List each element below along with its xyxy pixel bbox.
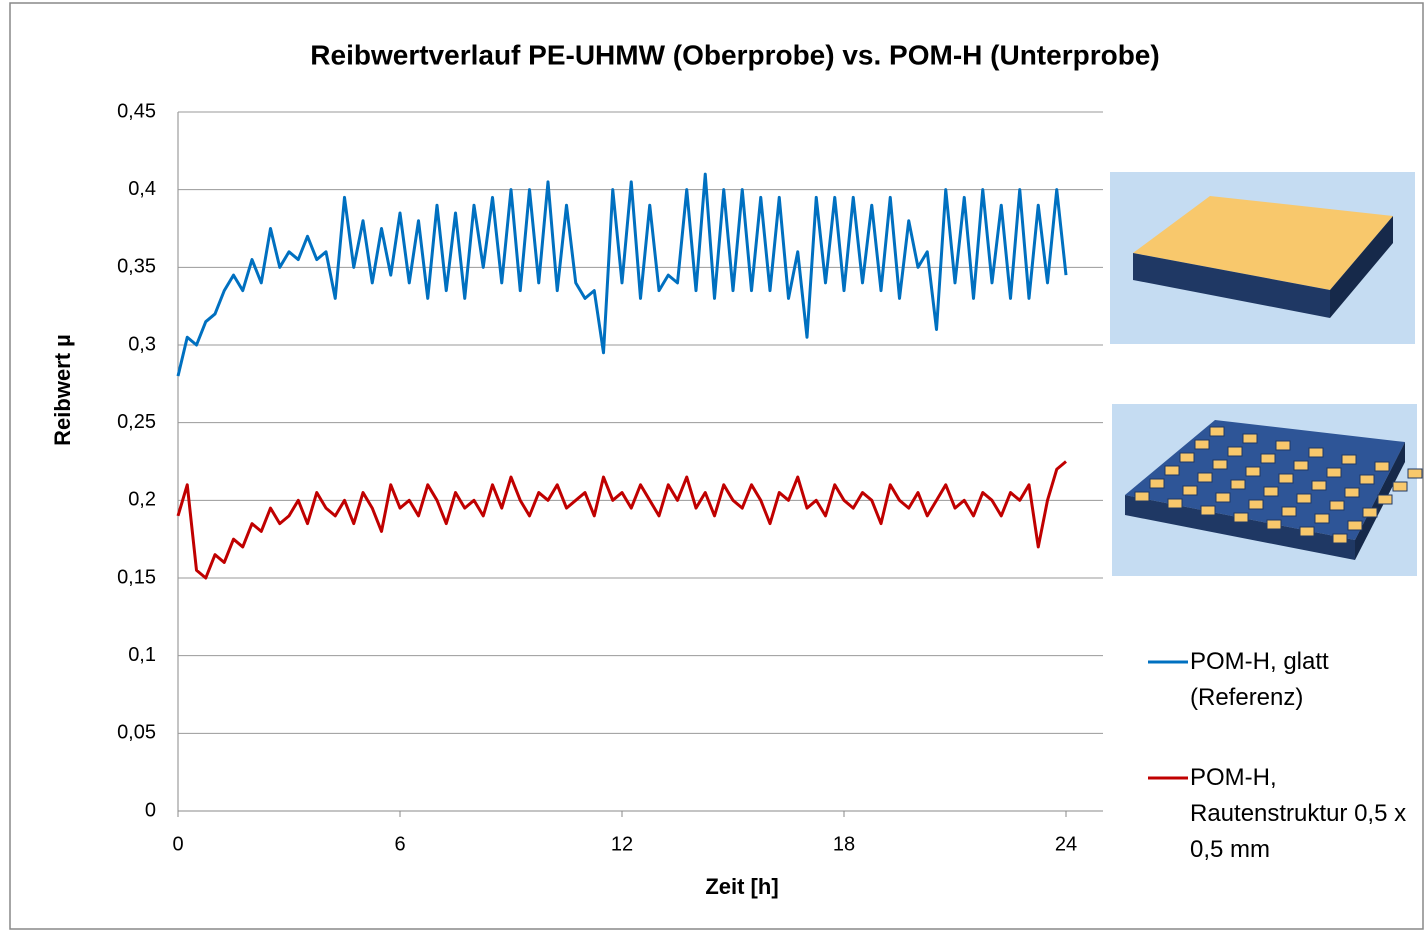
bump <box>1378 495 1392 504</box>
x-tick-label: 12 <box>611 833 633 855</box>
y-tick-label: 0,15 <box>117 566 156 588</box>
bump <box>1261 454 1275 463</box>
bump <box>1198 473 1212 482</box>
bump <box>1210 427 1224 436</box>
chart-frame: Reibwertverlauf PE-UHMW (Oberprobe) vs. … <box>0 0 1425 931</box>
y-tick-label: 0,4 <box>128 178 156 200</box>
bump <box>1348 521 1362 530</box>
bump <box>1213 460 1227 469</box>
bump <box>1297 494 1311 503</box>
bump <box>1264 487 1278 496</box>
y-tick-label: 0,2 <box>128 489 156 511</box>
bump <box>1228 447 1242 456</box>
bump <box>1294 461 1308 470</box>
bump <box>1375 462 1389 471</box>
bump <box>1393 482 1407 491</box>
bump <box>1168 499 1182 508</box>
bump <box>1312 481 1326 490</box>
bump <box>1246 467 1260 476</box>
y-axis-title: Reibwert µ <box>50 334 75 446</box>
bump <box>1330 501 1344 510</box>
bump <box>1201 506 1215 515</box>
x-tick-label: 18 <box>833 833 855 855</box>
bump <box>1333 534 1347 543</box>
illustration-smooth <box>1110 172 1415 344</box>
y-tick-label: 0 <box>145 799 156 821</box>
y-tick-label: 0,05 <box>117 722 156 744</box>
x-tick-label: 6 <box>394 833 405 855</box>
bump <box>1282 507 1296 516</box>
bump <box>1279 474 1293 483</box>
bump <box>1165 466 1179 475</box>
bump <box>1315 514 1329 523</box>
bump <box>1408 469 1422 478</box>
illustration-structured <box>1112 404 1422 576</box>
bump <box>1276 441 1290 450</box>
x-tick-label: 0 <box>172 833 183 855</box>
bump <box>1345 488 1359 497</box>
bump <box>1249 500 1263 509</box>
chart-title: Reibwertverlauf PE-UHMW (Oberprobe) vs. … <box>310 39 1159 70</box>
y-tick-label: 0,3 <box>128 333 156 355</box>
bump <box>1327 468 1341 477</box>
bump <box>1243 434 1257 443</box>
y-tick-label: 0,35 <box>117 256 156 278</box>
y-tick-label: 0,45 <box>117 100 156 122</box>
bump <box>1234 513 1248 522</box>
bump <box>1135 492 1149 501</box>
bump <box>1363 508 1377 517</box>
bump <box>1267 520 1281 529</box>
legend-text: POM-H, glatt (Referenz) <box>1190 644 1410 716</box>
x-tick-label: 24 <box>1055 833 1077 855</box>
bump <box>1300 527 1314 536</box>
bump <box>1195 440 1209 449</box>
bump <box>1309 448 1323 457</box>
bump <box>1231 480 1245 489</box>
bump <box>1342 455 1356 464</box>
bump <box>1216 493 1230 502</box>
y-tick-label: 0,1 <box>128 644 156 666</box>
y-tick-label: 0,25 <box>117 411 156 433</box>
bump <box>1180 453 1194 462</box>
bump <box>1360 475 1374 484</box>
legend-text: POM-H, Rautenstruktur 0,5 x 0,5 mm <box>1190 760 1410 868</box>
bump <box>1183 486 1197 495</box>
bump <box>1150 479 1164 488</box>
x-axis-title: Zeit [h] <box>705 874 778 899</box>
